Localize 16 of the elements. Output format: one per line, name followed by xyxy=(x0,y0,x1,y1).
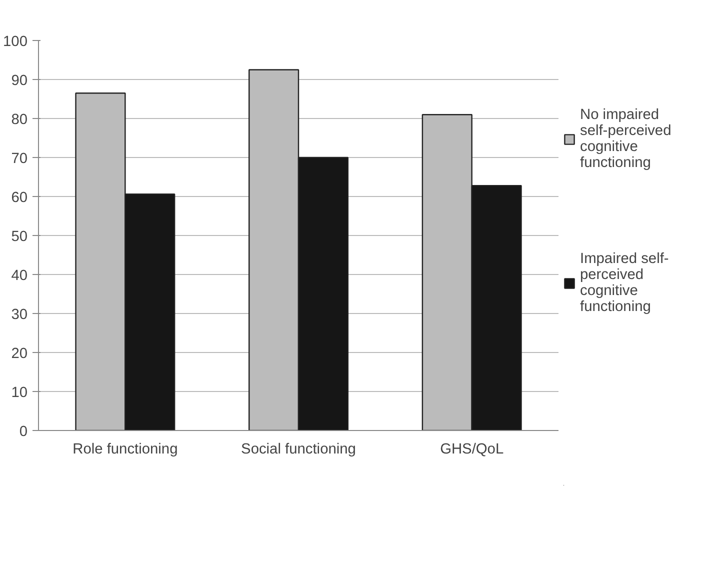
legend-label: No impaired self-perceived cognitive functioning xyxy=(580,107,672,171)
y-tick-label: 90 xyxy=(11,73,28,89)
x-tick-label: Social functioning xyxy=(241,442,356,458)
y-tick-label: 100 xyxy=(3,34,28,50)
x-tick-label: Role functioning xyxy=(72,442,178,458)
y-tick-label: 50 xyxy=(11,229,28,245)
y-tick-label: 20 xyxy=(11,346,28,362)
legend-label: Impaired self-perceived cognitive functioning xyxy=(580,251,669,315)
y-tick-label: 0 xyxy=(19,424,28,440)
y-tick-label: 10 xyxy=(11,385,28,401)
y-tick-label: 70 xyxy=(11,151,28,167)
y-tick-label: 40 xyxy=(11,268,28,284)
y-tick-label: 30 xyxy=(11,307,28,323)
y-tick-label: 60 xyxy=(11,190,28,206)
y-tick-label: 80 xyxy=(11,112,28,128)
x-tick-label: GHS/QoL xyxy=(440,442,504,458)
